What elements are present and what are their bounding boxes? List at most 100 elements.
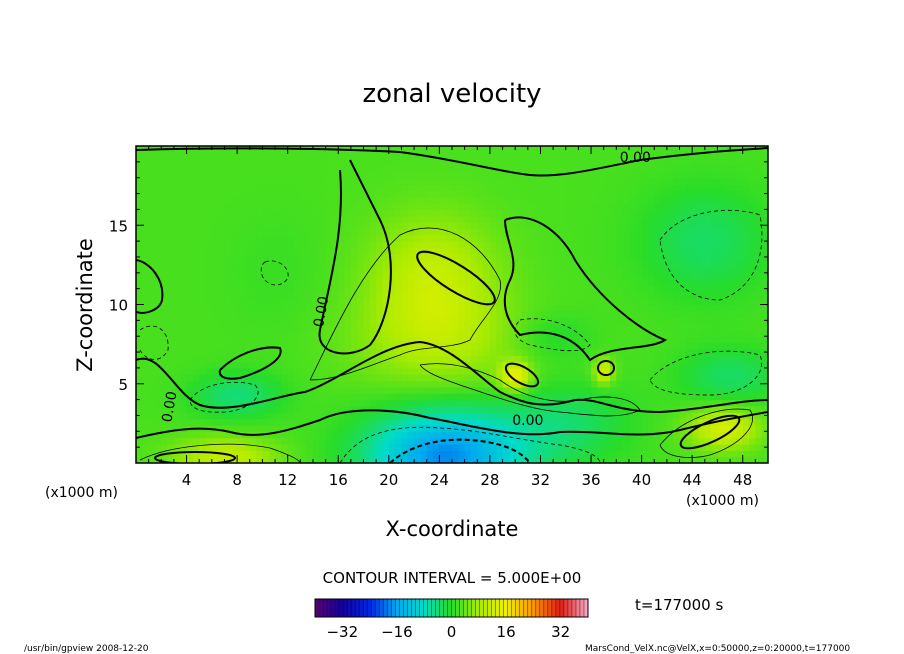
field-cell: [666, 456, 674, 463]
field-cell: [736, 260, 744, 268]
field-cell: [546, 443, 554, 451]
field-cell: [749, 431, 756, 439]
field-cell: [673, 405, 681, 413]
field-cell: [224, 266, 232, 274]
field-cell: [452, 215, 459, 223]
field-cell: [154, 437, 162, 445]
field-cell: [749, 361, 756, 369]
field-cell: [306, 247, 314, 255]
field-cell: [230, 146, 238, 153]
field-cell: [698, 152, 706, 160]
field-cell: [256, 418, 263, 426]
field-cell: [666, 184, 674, 191]
field-cell: [382, 285, 390, 293]
field-cell: [742, 380, 750, 388]
field-cell: [628, 418, 636, 426]
field-cell: [426, 329, 434, 337]
field-cell: [249, 342, 257, 350]
field-cell: [275, 380, 282, 388]
field-cell: [692, 260, 700, 268]
field-cell: [344, 386, 352, 394]
field-cell: [407, 253, 415, 261]
field-cell: [256, 209, 263, 217]
field-cell: [256, 146, 263, 153]
field-cell: [344, 437, 352, 445]
field-cell: [294, 443, 301, 451]
field-cell: [673, 399, 681, 407]
field-cell: [363, 158, 371, 166]
field-cell: [281, 228, 289, 236]
field-cell: [199, 241, 207, 249]
field-cell: [376, 418, 384, 426]
field-cell: [319, 215, 327, 223]
field-cell: [622, 304, 630, 312]
field-cell: [142, 424, 150, 432]
field-cell: [148, 443, 156, 451]
field-cell: [736, 456, 744, 463]
field-cell: [281, 165, 289, 172]
field-cell: [483, 342, 491, 350]
field-cell: [287, 443, 295, 451]
field-cell: [363, 323, 371, 331]
field-cell: [515, 412, 523, 420]
field-cell: [306, 304, 314, 312]
field-cell: [420, 184, 428, 191]
field-cell: [502, 196, 510, 204]
field-cell: [445, 146, 453, 153]
field-cell: [540, 196, 548, 204]
field-cell: [578, 247, 586, 255]
field-cell: [243, 266, 251, 274]
field-cell: [369, 272, 377, 280]
field-cell: [331, 285, 339, 293]
field-cell: [426, 361, 434, 369]
field-cell: [755, 355, 763, 363]
field-cell: [369, 253, 377, 261]
field-cell: [401, 203, 409, 210]
field-cell: [704, 386, 712, 394]
field-cell: [331, 393, 339, 401]
field-cell: [319, 228, 327, 236]
field-cell: [287, 209, 295, 217]
field-cell: [142, 291, 150, 299]
field-cell: [319, 234, 327, 242]
field-cell: [483, 215, 491, 223]
field-cell: [622, 437, 630, 445]
field-cell: [192, 323, 200, 331]
field-cell: [224, 291, 232, 299]
field-cell: [496, 298, 504, 306]
field-cell: [401, 260, 409, 268]
field-cell: [641, 247, 649, 255]
field-cell: [534, 304, 542, 312]
field-cell: [527, 361, 535, 369]
field-cell: [635, 386, 643, 394]
field-cell: [211, 380, 219, 388]
field-cell: [622, 272, 630, 280]
field-cell: [369, 329, 377, 337]
field-cell: [597, 386, 605, 394]
field-cell: [369, 266, 377, 274]
field-cell: [192, 361, 200, 369]
field-cell: [275, 342, 282, 350]
field-cell: [306, 272, 314, 280]
field-cell: [508, 443, 516, 451]
field-cell: [452, 146, 459, 153]
field-cell: [395, 196, 403, 204]
field-cell: [546, 234, 554, 242]
field-cell: [647, 146, 655, 153]
field-cell: [660, 355, 668, 363]
field-cell: [692, 228, 700, 236]
field-cell: [426, 146, 434, 153]
field-cell: [312, 171, 320, 179]
field-cell: [559, 424, 567, 432]
field-cell: [553, 361, 561, 369]
field-cell: [666, 272, 674, 280]
field-cell: [325, 431, 333, 439]
field-cell: [534, 291, 542, 299]
field-cell: [230, 380, 238, 388]
field-cell: [489, 399, 497, 407]
field-cell: [717, 405, 725, 413]
field-cell: [755, 279, 763, 287]
field-cell: [628, 279, 636, 287]
field-cell: [192, 285, 200, 293]
field-cell: [199, 190, 207, 198]
